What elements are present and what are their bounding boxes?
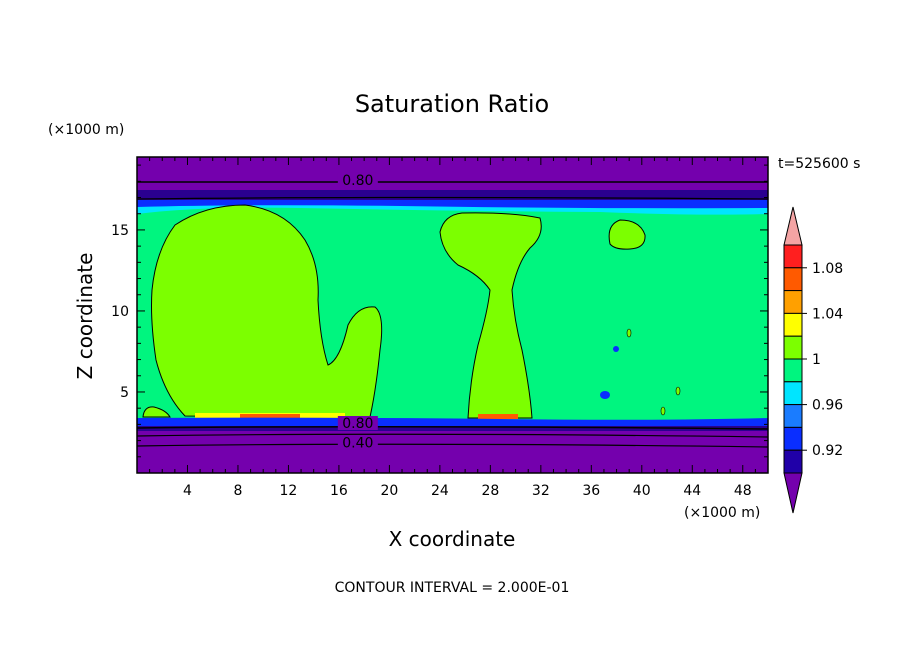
x-tick-label: 36: [582, 483, 600, 499]
saturated-speck: [626, 328, 632, 338]
contour-label: 0.80: [342, 173, 373, 189]
colorbar-swatch: [783, 312, 803, 337]
colorbar-tick-label: 0.92: [812, 443, 843, 459]
blue-speck: [613, 346, 619, 352]
colorbar-tick-label: 1.08: [812, 261, 843, 277]
saturated-speck: [675, 386, 681, 396]
x-tick-label: 20: [380, 483, 398, 499]
upper-dark-band: [137, 190, 768, 200]
x-tick-label: 24: [431, 483, 449, 499]
contour-label-bg: [337, 172, 378, 187]
contour-interval-label: CONTOUR INTERVAL = 2.000E-01: [335, 580, 570, 596]
colorbar-swatch: [783, 267, 803, 292]
y-tick-label: 5: [120, 385, 129, 401]
y-axis-title: Z coordinate: [73, 253, 97, 380]
colorbar-swatch: [783, 381, 803, 406]
y-axis-ticks: 5 10 15: [111, 164, 768, 458]
x-tick-label: 4: [183, 483, 192, 499]
x-axis-ticks: 4 8 12 16 20 24 28 32 36 40 44 48: [149, 157, 756, 499]
x-tick-label: 40: [633, 483, 651, 499]
contour-label: 0.80: [342, 416, 373, 432]
x-tick-label: 8: [233, 483, 242, 499]
contour-labels: 0.80 0.80 0.40: [337, 172, 378, 451]
saturated-speck: [660, 406, 666, 416]
contour-label-bg: [337, 435, 378, 450]
x-unit-label: (×1000 m): [684, 505, 760, 521]
contour-line-lower-2: [136, 433, 769, 438]
contour-line-upper-2: [136, 196, 769, 200]
time-label: t=525600 s: [778, 156, 860, 172]
blue-speck: [600, 391, 610, 399]
x-tick-label: 12: [280, 483, 298, 499]
saturated-region-center: [439, 212, 542, 419]
colorbar-swatch: [783, 358, 803, 383]
colorbar-swatch: [783, 449, 803, 474]
lower-blue-band: [137, 417, 768, 426]
plot-area: [136, 157, 769, 473]
colorbar-tick-label: 0.96: [812, 398, 843, 414]
x-tick-label: 28: [481, 483, 499, 499]
colorbar-swatch: [783, 335, 803, 360]
saturated-region-small: [608, 219, 646, 250]
contour-label: 0.40: [342, 435, 373, 451]
colorbar-tick-label: 1: [812, 352, 821, 368]
chart-title: Saturation Ratio: [355, 90, 549, 118]
colorbar: 1.08 1.04 1 0.96 0.92: [783, 206, 843, 514]
y-tick-label: 15: [111, 223, 129, 239]
x-tick-label: 32: [532, 483, 550, 499]
contour-line-lower: [136, 425, 769, 430]
x-tick-label: 16: [330, 483, 348, 499]
x-tick-label: 48: [734, 483, 752, 499]
contour-line-lower-3: [136, 443, 769, 448]
warm-strip-left-core: [240, 414, 300, 418]
colorbar-max-triangle: [783, 206, 803, 246]
y-unit-label: (×1000 m): [48, 122, 124, 138]
x-axis-title: X coordinate: [389, 527, 516, 551]
warm-strip-center: [478, 414, 518, 419]
contour-label-bg: [337, 416, 378, 431]
x-tick-label: 44: [683, 483, 701, 499]
y-tick-label: 10: [111, 304, 129, 320]
colorbar-swatch: [783, 426, 803, 451]
colorbar-tick-label: 1.04: [812, 306, 843, 322]
saturated-region-left: [151, 204, 383, 418]
lower-dark-band: [137, 426, 768, 431]
colorbar-min-triangle: [783, 472, 803, 514]
colorbar-swatch: [783, 244, 803, 269]
colorbar-swatch: [783, 290, 803, 314]
saturated-region-corner: [142, 406, 171, 418]
colorbar-swatch: [783, 404, 803, 428]
